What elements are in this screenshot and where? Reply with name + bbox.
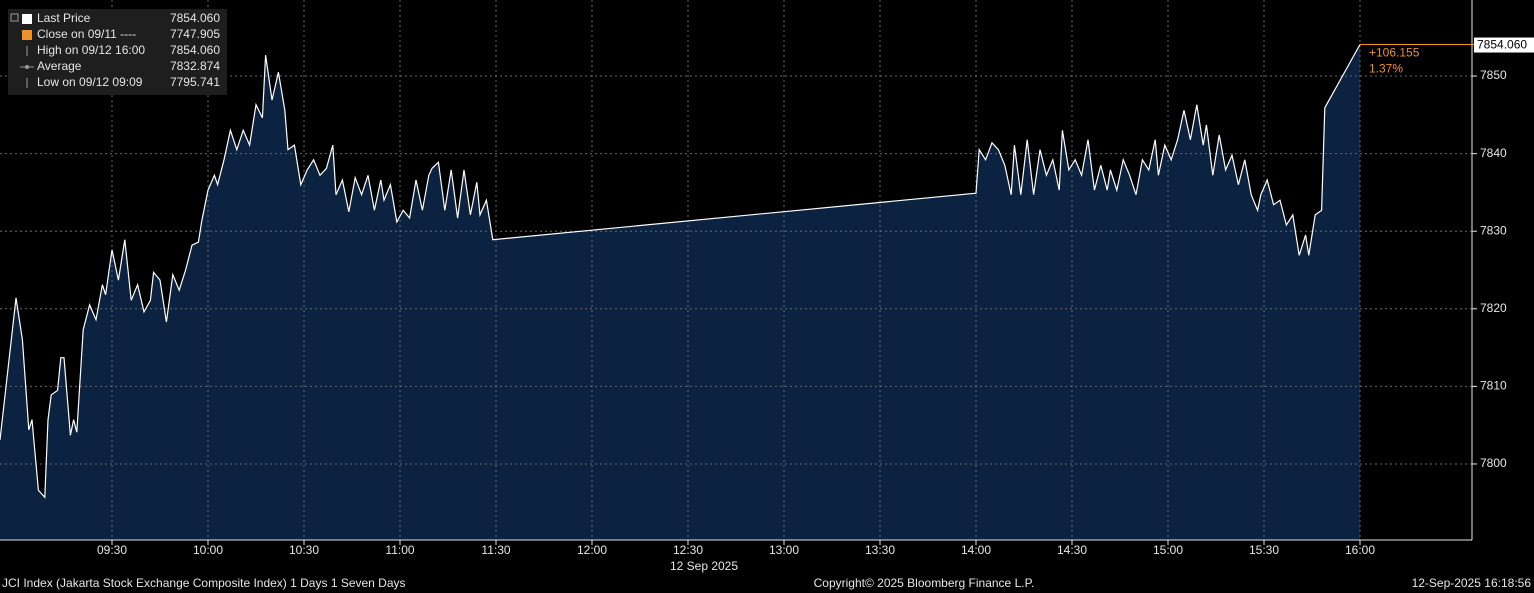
legend-name: Last Price: [37, 11, 91, 25]
x-tick-label: 13:30: [865, 543, 895, 557]
x-tick-label: 11:00: [385, 543, 414, 557]
x-tick-label: 15:00: [1153, 543, 1183, 557]
legend-value: 7854.060: [170, 43, 220, 57]
x-tick-label: 12:00: [577, 543, 607, 557]
legend-name: High on 09/12 16:00: [37, 43, 145, 57]
y-tick-label: 7800: [1480, 456, 1507, 470]
legend-swatch: [22, 30, 32, 40]
x-axis-date: 12 Sep 2025: [670, 559, 738, 573]
legend-value: 7854.060: [170, 11, 220, 25]
legend-toggle: [10, 13, 19, 22]
legend-value: 7747.905: [170, 27, 220, 41]
legend-box: [8, 9, 227, 95]
x-tick-label: 12:30: [673, 543, 703, 557]
footer-copyright: Copyright© 2025 Bloomberg Finance L.P.: [814, 576, 1035, 590]
change-label: +106.155: [1369, 46, 1420, 60]
y-tick-label: 7820: [1480, 301, 1507, 315]
price-line: [0, 44, 1361, 499]
legend-glyph: [25, 65, 29, 69]
x-tick-label: 16:00: [1345, 543, 1375, 557]
change-pct-label: 1.37%: [1369, 62, 1403, 76]
area-fill: [0, 44, 1360, 540]
legend-value: 7795.741: [170, 75, 220, 89]
x-tick-label: 11:30: [481, 543, 510, 557]
x-tick-label: 14:30: [1057, 543, 1087, 557]
legend-value: 7832.874: [170, 59, 220, 73]
x-tick-label: 15:30: [1249, 543, 1279, 557]
x-tick-label: 10:30: [289, 543, 319, 557]
y-tick-label: 7810: [1480, 379, 1507, 393]
last-price-tag-label: 7854.060: [1477, 38, 1527, 52]
footer-timestamp: 12-Sep-2025 16:18:56: [1412, 576, 1532, 590]
x-tick-label: 14:00: [961, 543, 991, 557]
legend-name: Close on 09/11 ----: [37, 27, 136, 41]
y-tick-label: 7830: [1480, 223, 1507, 237]
legend-swatch: [22, 14, 32, 24]
x-tick-label: 10:00: [193, 543, 223, 557]
legend-name: Low on 09/12 09:09: [37, 75, 143, 89]
x-tick-label: 13:00: [769, 543, 799, 557]
x-tick-label: 09:30: [97, 543, 127, 557]
y-tick-label: 7850: [1480, 68, 1507, 82]
last-price-tag: [1474, 37, 1534, 53]
footer-security: JCI Index (Jakarta Stock Exchange Compos…: [2, 576, 406, 590]
y-tick-label: 7840: [1480, 146, 1507, 160]
legend-name: Average: [37, 59, 82, 73]
